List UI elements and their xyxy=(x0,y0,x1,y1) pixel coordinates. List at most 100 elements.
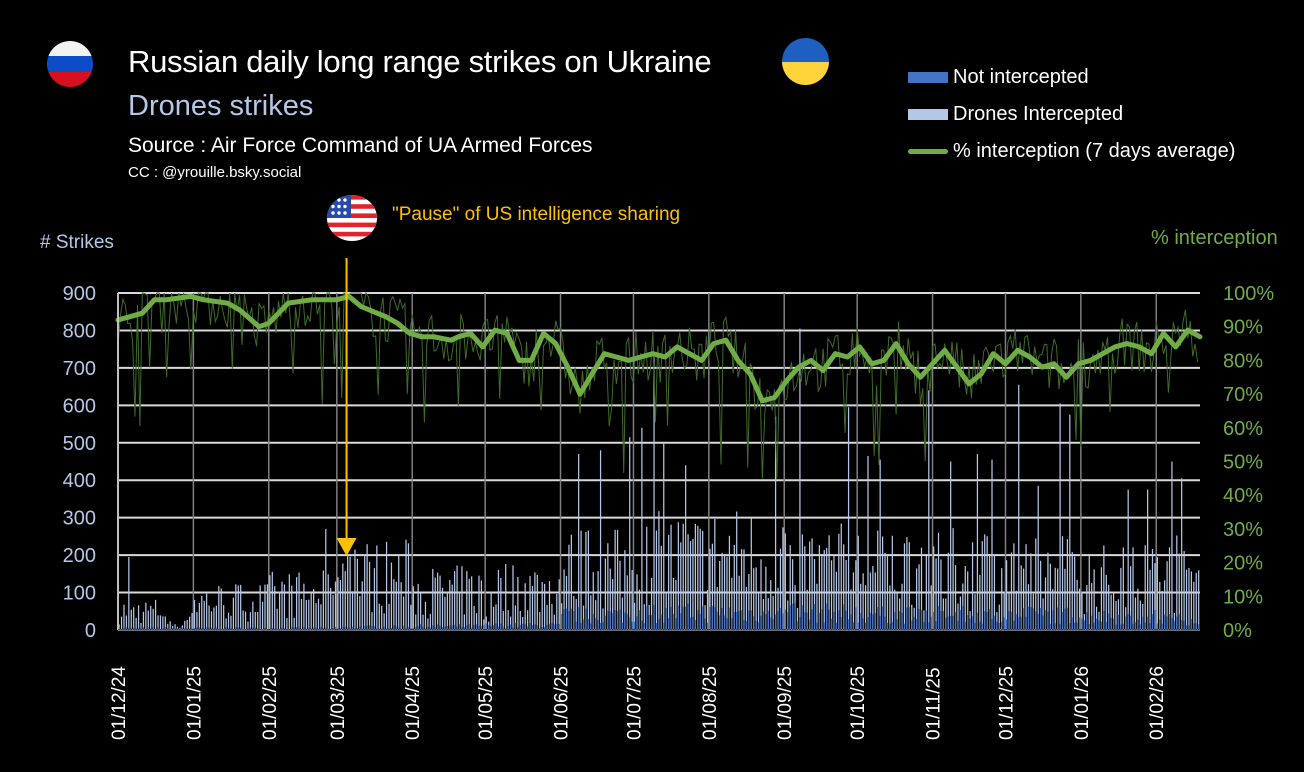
bar-intercepted xyxy=(809,541,811,630)
bar-intercepted xyxy=(223,605,225,630)
bar-not-intercepted xyxy=(668,618,670,630)
bar-not-intercepted xyxy=(235,627,237,630)
bar-intercepted xyxy=(1030,553,1032,630)
bar-not-intercepted xyxy=(1190,618,1193,630)
bar-intercepted xyxy=(726,556,728,630)
bar-intercepted xyxy=(988,553,991,630)
bar-intercepted xyxy=(383,613,385,630)
bar-not-intercepted xyxy=(697,609,699,630)
bar-not-intercepted xyxy=(492,625,495,630)
bar-intercepted xyxy=(125,615,128,630)
x-tick-label: 01/07/25 xyxy=(624,666,645,740)
bar-intercepted xyxy=(373,568,376,630)
bar-not-intercepted xyxy=(133,627,135,630)
bar-not-intercepted xyxy=(123,628,125,630)
bar-not-intercepted xyxy=(928,622,930,630)
annotation-arrow-head xyxy=(336,538,357,556)
bar-not-intercepted xyxy=(400,628,402,630)
bar-intercepted xyxy=(697,525,699,630)
bar-not-intercepted xyxy=(1164,614,1166,630)
bar-intercepted xyxy=(706,590,709,630)
bar-intercepted xyxy=(1108,584,1110,630)
bar-intercepted xyxy=(385,541,388,630)
bar-not-intercepted xyxy=(444,626,446,630)
bar-intercepted xyxy=(220,588,222,630)
bar-not-intercepted xyxy=(193,627,196,630)
bar-intercepted xyxy=(879,459,881,630)
bar-intercepted xyxy=(578,454,580,630)
bar-intercepted xyxy=(716,587,718,630)
bar-intercepted xyxy=(1183,551,1185,630)
bar-not-intercepted xyxy=(1003,617,1005,630)
bar-intercepted xyxy=(908,542,910,630)
bar-not-intercepted xyxy=(877,607,879,630)
bar-not-intercepted xyxy=(1020,616,1022,630)
bar-not-intercepted xyxy=(398,627,400,630)
bar-intercepted xyxy=(378,603,380,630)
bar-intercepted xyxy=(230,615,232,630)
bar-intercepted xyxy=(432,568,434,630)
legend-label: % interception (7 days average) xyxy=(953,140,1236,162)
bar-intercepted xyxy=(894,589,896,630)
bar-not-intercepted xyxy=(208,627,210,630)
bar-not-intercepted xyxy=(913,616,915,630)
bar-not-intercepted xyxy=(816,622,818,630)
bar-intercepted xyxy=(1049,563,1051,630)
bar-intercepted xyxy=(556,594,558,630)
bar-not-intercepted xyxy=(1044,610,1047,630)
bar-intercepted xyxy=(821,556,823,630)
x-tick-label: 01/02/26 xyxy=(1147,666,1168,740)
bar-intercepted xyxy=(140,622,142,630)
bar-intercepted xyxy=(877,530,879,630)
bar-not-intercepted xyxy=(578,606,580,630)
bar-intercepted xyxy=(189,616,191,630)
bar-intercepted xyxy=(150,605,152,630)
bar-not-intercepted xyxy=(770,617,772,630)
bar-intercepted xyxy=(159,615,162,630)
bar-not-intercepted xyxy=(1018,616,1020,630)
bar-not-intercepted xyxy=(957,620,959,630)
bar-not-intercepted xyxy=(947,616,949,630)
bar-not-intercepted xyxy=(685,606,687,630)
bar-not-intercepted xyxy=(417,626,419,630)
bar-not-intercepted xyxy=(748,610,750,630)
bar-not-intercepted xyxy=(592,613,594,630)
bar-intercepted xyxy=(590,595,592,630)
bar-intercepted xyxy=(227,612,230,630)
bar-not-intercepted xyxy=(799,617,801,630)
bar-not-intercepted xyxy=(1149,622,1151,630)
bar-intercepted xyxy=(993,554,996,630)
bar-not-intercepted xyxy=(283,628,286,630)
bar-not-intercepted xyxy=(500,623,502,630)
bar-not-intercepted xyxy=(407,626,410,630)
bar-not-intercepted xyxy=(826,603,828,630)
bar-intercepted xyxy=(1117,599,1120,630)
bar-not-intercepted xyxy=(675,618,677,630)
bar-not-intercepted xyxy=(855,607,857,630)
bar-not-intercepted xyxy=(1151,614,1154,630)
bar-intercepted xyxy=(259,585,261,630)
bar-not-intercepted xyxy=(227,627,230,630)
bar-intercepted xyxy=(563,569,565,630)
bar-not-intercepted xyxy=(529,623,531,630)
daily-interception-line xyxy=(117,291,1199,479)
bar-intercepted xyxy=(1168,547,1171,630)
bar-intercepted xyxy=(1156,557,1158,630)
bar-not-intercepted xyxy=(553,624,555,630)
bar-not-intercepted xyxy=(1154,610,1156,630)
bar-intercepted xyxy=(874,572,876,630)
bar-not-intercepted xyxy=(743,619,745,630)
bar-not-intercepted xyxy=(378,628,380,630)
bar-intercepted xyxy=(451,584,453,630)
bar-intercepted xyxy=(677,522,679,630)
bar-not-intercepted xyxy=(1049,623,1051,630)
x-tick-label: 01/03/25 xyxy=(328,666,349,740)
bar-intercepted xyxy=(359,596,361,630)
bar-intercepted xyxy=(950,461,952,630)
bar-intercepted xyxy=(1151,549,1154,630)
bar-intercepted xyxy=(137,605,140,630)
bar-intercepted xyxy=(1042,598,1044,630)
bar-intercepted xyxy=(186,619,188,630)
bar-intercepted xyxy=(475,613,478,630)
bar-not-intercepted xyxy=(1188,625,1190,630)
